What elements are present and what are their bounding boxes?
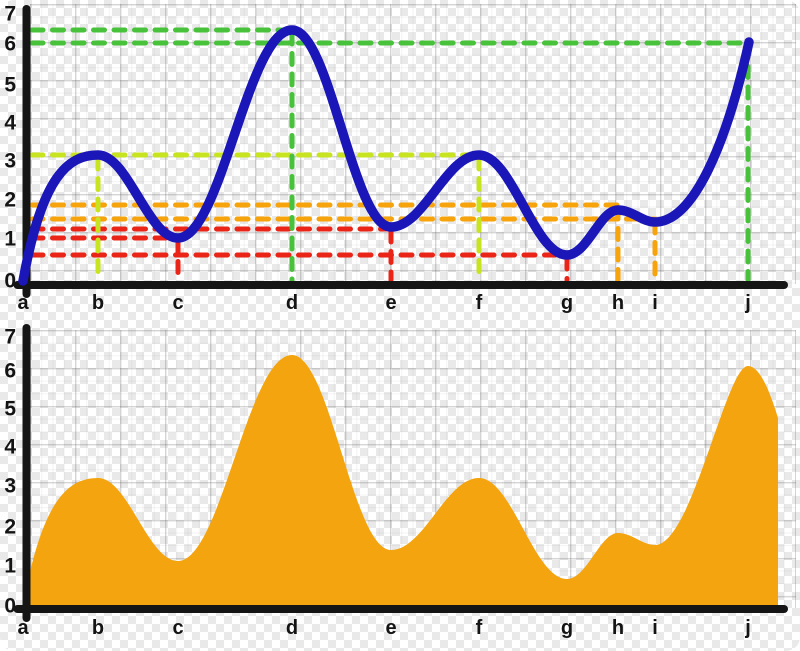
- line-series: [18, 25, 754, 286]
- top-y-tick-4: 4: [4, 112, 16, 135]
- bottom-y-tick-3: 3: [4, 475, 16, 498]
- top-x-tick-g: g: [561, 292, 573, 314]
- bottom-y-tick-4: 4: [4, 436, 16, 459]
- bottom-x-tick-g: g: [561, 617, 573, 639]
- bottom-y-tick-7: 7: [4, 326, 16, 349]
- bottom-y-tick-0: 0: [4, 595, 16, 618]
- top-x-tick-a: a: [17, 292, 29, 314]
- top-x-tick-c: c: [172, 292, 183, 314]
- top-x-tick-j: j: [744, 292, 751, 314]
- bottom-y-tick-5: 5: [4, 398, 16, 421]
- top-y-tick-6: 6: [4, 33, 16, 56]
- top-x-tick-b: b: [92, 292, 104, 314]
- bottom-x-tick-h: h: [612, 617, 624, 639]
- top-y-tick-5: 5: [4, 74, 16, 97]
- top-x-tick-d: d: [286, 292, 298, 314]
- bottom-x-tick-c: c: [172, 617, 183, 639]
- bottom-y-tick-1: 1: [4, 555, 16, 578]
- bottom-x-tick-d: d: [286, 617, 298, 639]
- bottom-x-tick-f: f: [476, 617, 483, 639]
- top-x-tick-h: h: [612, 292, 624, 314]
- top-y-tick-2: 2: [4, 189, 16, 212]
- bottom-x-tick-a: a: [17, 617, 29, 639]
- bottom-y-tick-2: 2: [4, 516, 16, 539]
- top-x-tick-i: i: [652, 292, 658, 314]
- top-chart: 7 6 5 4 3 2 1 0 a b c d e f g h i j: [4, 3, 788, 314]
- bottom-y-tick-6: 6: [4, 360, 16, 383]
- top-y-tick-1: 1: [4, 228, 16, 251]
- bottom-x-tick-i: i: [652, 617, 658, 639]
- top-y-tick-3: 3: [4, 150, 16, 173]
- bottom-x-tick-e: e: [385, 617, 396, 639]
- area-series: [23, 355, 778, 612]
- top-y-tick-0: 0: [4, 270, 16, 293]
- bottom-x-tick-b: b: [92, 617, 104, 639]
- bottom-x-tick-j: j: [744, 617, 751, 639]
- top-x-tick-e: e: [385, 292, 396, 314]
- top-x-tick-f: f: [476, 292, 483, 314]
- bottom-chart: 7 6 5 4 3 2 1 0 a b c d e f g h i j: [4, 324, 788, 639]
- top-y-tick-7: 7: [4, 3, 16, 26]
